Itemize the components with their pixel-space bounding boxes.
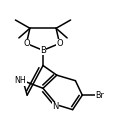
Text: N: N (52, 102, 59, 111)
Text: B: B (40, 46, 46, 55)
Text: NH: NH (14, 76, 26, 85)
Text: Br: Br (95, 91, 104, 100)
Text: O: O (56, 39, 63, 48)
Text: O: O (23, 39, 30, 48)
